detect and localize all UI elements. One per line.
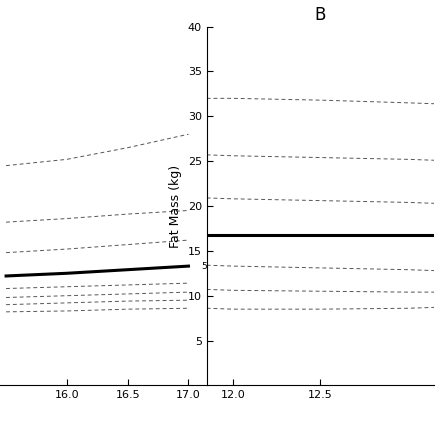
Text: 50$^{th}$: 50$^{th}$ (201, 260, 220, 272)
Y-axis label: Fat Mass (kg): Fat Mass (kg) (169, 164, 182, 248)
Title: B: B (315, 6, 326, 23)
